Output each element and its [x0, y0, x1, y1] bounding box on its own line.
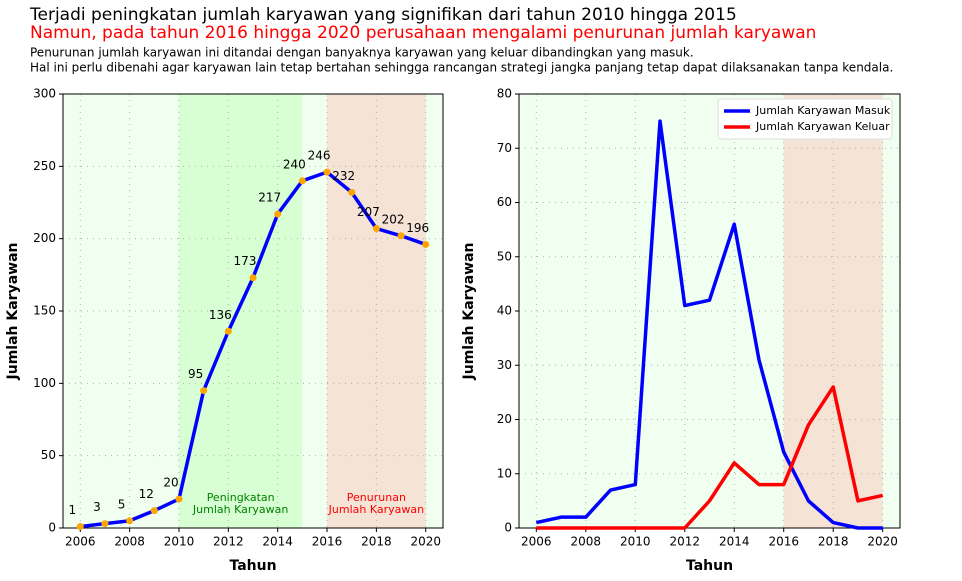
- y-tick-label: 0: [504, 521, 512, 535]
- y-tick-label: 250: [33, 159, 56, 173]
- x-tick-label: 2014: [719, 535, 750, 549]
- axes-frame: [62, 93, 444, 529]
- point: [323, 168, 331, 176]
- value-label: 246: [308, 149, 331, 163]
- y-tick-label: 50: [497, 249, 512, 263]
- x-tick-label: 2012: [669, 535, 700, 549]
- point: [298, 177, 306, 185]
- span: [178, 94, 303, 528]
- y-axis-label: Jumlah Karyawan: [5, 243, 21, 381]
- y-tick-label: 60: [497, 195, 512, 209]
- x-tick-label: 2006: [521, 535, 552, 549]
- point: [274, 210, 282, 218]
- value-label: 12: [139, 487, 154, 501]
- point: [126, 517, 134, 525]
- span-label: Jumlah Karyawan: [192, 503, 288, 516]
- point: [101, 520, 109, 528]
- x-tick-label: 2016: [312, 535, 343, 549]
- x-tick-label: 2006: [65, 535, 96, 549]
- legend-label: Jumlah Karyawan Keluar: [755, 120, 890, 133]
- x-tick-label: 2010: [620, 535, 651, 549]
- point: [224, 327, 232, 335]
- span-label: Penurunan: [347, 491, 406, 504]
- y-tick-label: 50: [41, 448, 56, 462]
- value-label: 232: [332, 169, 355, 183]
- y-tick-label: 150: [33, 304, 56, 318]
- axes-frame: [518, 93, 901, 529]
- y-tick-label: 300: [33, 87, 56, 101]
- span-label: Peningkatan: [207, 491, 275, 504]
- y-tick-label: 80: [497, 87, 512, 101]
- y-tick-label: 40: [497, 304, 512, 318]
- page-subtitle: Namun, pada tahun 2016 hingga 2020 perus…: [30, 23, 816, 43]
- point: [76, 523, 84, 531]
- point: [422, 240, 430, 248]
- x-tick-label: 2010: [164, 535, 195, 549]
- y-tick-label: 10: [497, 466, 512, 480]
- legend-box: [717, 98, 893, 140]
- point: [249, 274, 257, 282]
- x-tick-label: 2016: [768, 535, 799, 549]
- x-tick-label: 2008: [114, 535, 145, 549]
- value-label: 136: [209, 308, 232, 322]
- x-tick-label: 2020: [867, 535, 898, 549]
- x-tick-label: 2012: [213, 535, 244, 549]
- value-label: 5: [118, 497, 126, 511]
- value-label: 20: [163, 476, 178, 490]
- value-label: 196: [406, 221, 429, 235]
- point: [200, 387, 208, 395]
- value-label: 217: [258, 191, 281, 205]
- note: Hal ini perlu dibenahi agar karyawan lai…: [30, 61, 893, 75]
- value-label: 1: [68, 503, 76, 517]
- y-tick-label: 0: [48, 521, 56, 535]
- note: Penurunan jumlah karyawan ini ditandai d…: [30, 46, 694, 60]
- series-line: [536, 385, 884, 530]
- value-label: 173: [234, 254, 257, 268]
- value-label: 95: [188, 367, 203, 381]
- x-tick-label: 2020: [410, 535, 441, 549]
- x-tick-label: 2008: [571, 535, 602, 549]
- x-axis-label: Tahun: [686, 558, 733, 574]
- value-label: 207: [357, 205, 380, 219]
- y-tick-label: 30: [497, 358, 512, 372]
- point: [348, 188, 356, 196]
- point: [175, 495, 183, 503]
- value-label: 3: [93, 500, 101, 514]
- point: [397, 232, 405, 240]
- value-label: 202: [382, 212, 405, 226]
- y-tick-label: 20: [497, 412, 512, 426]
- point: [372, 225, 380, 233]
- point: [150, 507, 158, 515]
- series-line: [535, 119, 883, 530]
- y-tick-label: 70: [497, 141, 512, 155]
- legend-label: Jumlah Karyawan Masuk: [755, 104, 891, 117]
- x-axis-label: Tahun: [229, 558, 276, 574]
- y-tick-label: 100: [33, 376, 56, 390]
- y-axis-label: Jumlah Karyawan: [461, 243, 477, 381]
- x-tick-label: 2018: [361, 535, 392, 549]
- x-tick-label: 2014: [262, 535, 293, 549]
- value-label: 240: [283, 157, 306, 171]
- y-tick-label: 200: [33, 231, 56, 245]
- x-tick-label: 2018: [818, 535, 849, 549]
- page-title: Terjadi peningkatan jumlah karyawan yang…: [29, 5, 737, 25]
- span-label: Jumlah Karyawan: [328, 503, 424, 516]
